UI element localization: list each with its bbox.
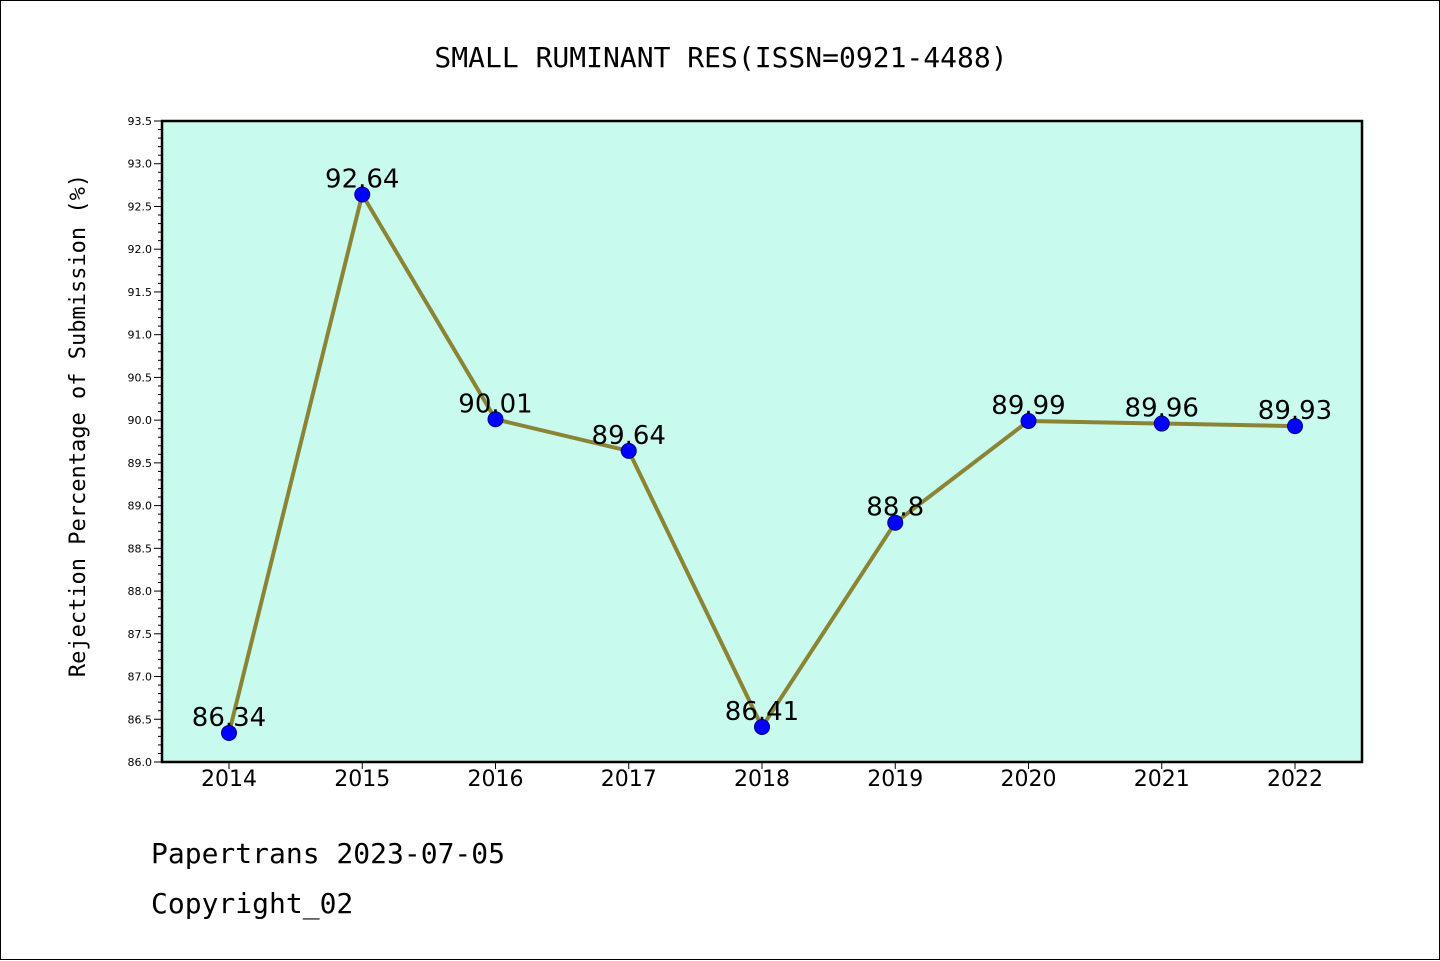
- y-tick-label: 88.5: [128, 542, 153, 555]
- footer-date: Papertrans 2023-07-05: [151, 837, 506, 870]
- x-tick-label: 2017: [601, 767, 657, 792]
- y-axis-label: Rejection Percentage of Submission (%): [66, 174, 91, 677]
- data-label: 89.64: [592, 421, 666, 451]
- y-tick-label: 87.0: [128, 671, 153, 684]
- data-point-marker: [1153, 415, 1170, 432]
- series-group: 86.34 92.64 90.01 89.64 86.41 88.8 89.99 89.96 8…: [192, 165, 1332, 741]
- plot-area: [162, 121, 1362, 762]
- data-point-marker: [620, 442, 637, 459]
- data-point-marker: [754, 718, 770, 735]
- plot-border: [160, 119, 1364, 764]
- y-tick-label: 90.0: [128, 414, 153, 427]
- y-tick-label: 91.0: [128, 329, 153, 342]
- x-tick-label: 2021: [1134, 767, 1190, 792]
- y-tick-label: 87.5: [128, 628, 153, 641]
- data-point-marker: [887, 514, 904, 531]
- data-label: 86.34: [192, 703, 266, 733]
- y-tick-label: 91.5: [128, 286, 153, 299]
- x-tick-label: 2014: [201, 767, 257, 792]
- data-point-marker: [221, 724, 237, 741]
- y-tick-label: 86.5: [128, 713, 153, 726]
- chart-title: SMALL RUMINANT RES(ISSN=0921-4488): [434, 41, 1007, 74]
- data-point-marker: [1287, 418, 1303, 435]
- data-label: 88.8: [866, 493, 924, 523]
- x-tick-label: 2015: [334, 767, 390, 792]
- data-label: 86.41: [725, 697, 799, 727]
- data-point-marker: [487, 411, 504, 428]
- x-axis-ticks: 2014 2015 2016 2017 2018 2019 2020 2021 2022: [201, 762, 1323, 792]
- data-label: 89.99: [991, 391, 1065, 421]
- footer-copyright: Copyright_02: [151, 887, 354, 920]
- x-tick-label: 2018: [734, 767, 790, 792]
- data-point-marker: [1020, 412, 1037, 429]
- data-label: 90.01: [458, 389, 532, 419]
- x-tick-label: 2020: [1001, 767, 1057, 792]
- x-tick-label: 2022: [1267, 767, 1323, 792]
- y-tick-label: 90.5: [128, 371, 153, 384]
- data-label: 89.93: [1258, 396, 1332, 426]
- y-tick-label: 92.5: [128, 200, 153, 213]
- y-tick-label: 89.0: [128, 500, 153, 513]
- y-tick-label: 93.5: [128, 115, 153, 128]
- y-tick-label: 88.0: [128, 585, 153, 598]
- y-tick-label: 86.0: [128, 756, 153, 769]
- data-label: 89.96: [1125, 394, 1199, 424]
- y-axis-ticks: 86.0 86.5 87.0 87.5 88.0 88.5 89.0 89.5 90.0 90.5…: [128, 115, 162, 769]
- y-tick-label: 92.0: [128, 243, 153, 256]
- x-tick-label: 2016: [468, 767, 524, 792]
- y-tick-label: 93.0: [128, 158, 153, 171]
- y-tick-label: 89.5: [128, 457, 153, 470]
- data-label: 92.64: [325, 165, 399, 195]
- x-tick-label: 2019: [867, 767, 923, 792]
- data-point-marker: [354, 186, 371, 203]
